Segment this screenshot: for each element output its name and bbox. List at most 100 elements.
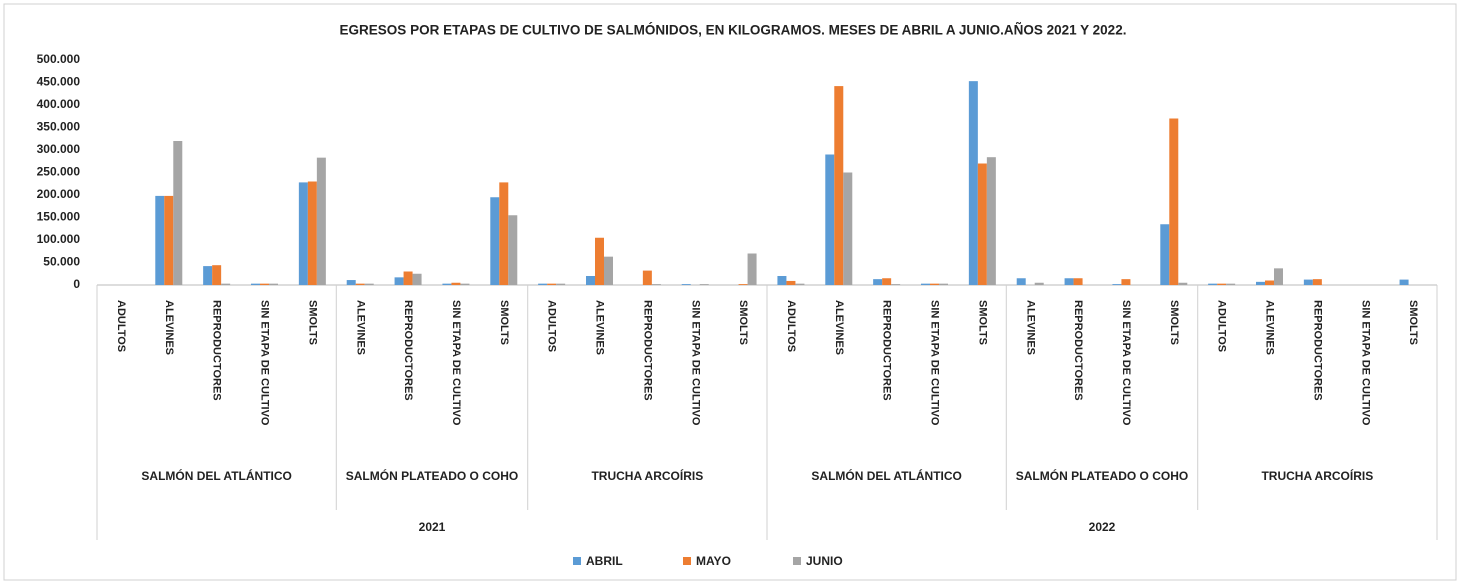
bar	[795, 283, 805, 285]
bar	[834, 86, 844, 285]
x-tick-label: SIN ETAPA DE CULTIVO	[1120, 300, 1132, 426]
group-label-box: SALMÓN DEL ATLÁNTICO	[141, 469, 292, 483]
bar	[1274, 268, 1283, 285]
bar	[1073, 278, 1083, 285]
x-tick-label: SIN ETAPA DE CULTIVO	[689, 300, 701, 426]
bar	[490, 197, 500, 285]
bar	[203, 266, 213, 285]
year-label: 2022	[1089, 520, 1116, 534]
bar	[777, 276, 787, 285]
bar	[977, 163, 987, 285]
group-label: TRUCHA ARCOÍRIS	[1261, 469, 1374, 483]
bar	[460, 283, 470, 285]
x-tick-label: SMOLTS	[1407, 300, 1419, 345]
bar	[316, 157, 326, 285]
bar	[681, 284, 691, 285]
y-tick-label: 250.000	[37, 165, 81, 179]
bar	[499, 182, 509, 285]
x-tick-label: SMOLTS	[498, 300, 510, 345]
bar	[1399, 279, 1409, 285]
bar	[1160, 224, 1170, 285]
group-label-box: TRUCHA ARCOÍRIS	[591, 469, 703, 483]
bar	[1226, 283, 1236, 285]
bar	[155, 195, 165, 285]
bar	[538, 283, 548, 285]
x-tick-label: SMOLTS	[976, 300, 988, 345]
bar	[442, 283, 452, 285]
x-tick-label: ADULTOS	[1216, 300, 1228, 352]
x-tick-label: REPRODUCTORES	[402, 300, 414, 401]
y-tick-label: 100.000	[37, 232, 81, 246]
group-label-box: SALMÓN PLATEADO O COHO	[345, 469, 519, 483]
bar	[939, 283, 948, 285]
bar	[891, 284, 901, 285]
bar	[642, 270, 652, 285]
bar	[164, 195, 174, 285]
x-tick-label: ALEVINES	[594, 300, 606, 355]
group-label: SALMÓN DEL ATLÁNTICO	[141, 469, 292, 483]
x-tick-label: SIN ETAPA DE CULTIVO	[450, 300, 462, 426]
y-tick-label: 500.000	[37, 52, 81, 66]
x-tick-label: REPRODUCTORES	[211, 300, 223, 401]
x-tick-label: ALEVINES	[354, 300, 366, 355]
bar	[825, 154, 835, 285]
x-tick-label: SIN ETAPA DE CULTIVO	[929, 300, 941, 426]
bar	[882, 278, 892, 285]
x-tick-label: SMOLTS	[306, 300, 318, 345]
bar	[930, 283, 939, 285]
bar	[508, 215, 518, 285]
group-label: SALMÓN PLATEADO O COHO	[345, 469, 519, 483]
bar	[1312, 279, 1322, 285]
bar	[1256, 281, 1265, 285]
bar	[547, 283, 557, 285]
x-tick-label: ADULTOS	[546, 300, 558, 352]
bar	[873, 279, 883, 285]
bar	[1112, 284, 1122, 285]
x-tick-label: ALEVINES	[163, 300, 175, 355]
bar	[986, 157, 996, 285]
bar	[412, 273, 422, 285]
group-label-box: SALMÓN DEL ATLÁNTICO	[811, 469, 961, 483]
y-tick-label: 50.000	[43, 255, 80, 269]
bar	[651, 284, 661, 285]
group-label-box: TRUCHA ARCOÍRIS	[1261, 469, 1374, 483]
x-tick-label: SMOLTS	[1168, 300, 1180, 345]
bar	[968, 81, 978, 286]
bar	[921, 283, 930, 285]
legend-label: ABRIL	[586, 554, 623, 568]
legend-swatch	[573, 557, 581, 565]
bar	[738, 284, 748, 285]
bar	[269, 283, 278, 285]
bar	[1016, 278, 1026, 285]
x-tick-label: ALEVINES	[833, 300, 845, 355]
x-tick-label: REPRODUCTORES	[1072, 300, 1084, 401]
bar	[451, 282, 461, 285]
chart-frame	[3, 3, 1457, 581]
bar	[346, 280, 356, 285]
y-tick-label: 350.000	[37, 120, 81, 134]
x-tick-label: ADULTOS	[785, 300, 797, 352]
y-tick-label: 0	[73, 277, 80, 291]
group-label: SALMÓN PLATEADO O COHO	[1015, 469, 1189, 483]
y-tick-label: 200.000	[37, 187, 81, 201]
x-tick-label: SIN ETAPA DE CULTIVO	[259, 300, 271, 426]
bar	[595, 237, 604, 285]
bar	[1169, 118, 1179, 285]
bar	[307, 181, 317, 285]
legend-label: JUNIO	[806, 554, 843, 568]
bar	[1034, 282, 1044, 285]
group-label-box: SALMÓN PLATEADO O COHO	[1015, 469, 1189, 483]
x-tick-label: REPRODUCTORES	[641, 300, 653, 401]
legend-swatch	[683, 557, 691, 565]
bar	[1217, 283, 1227, 285]
y-tick-label: 300.000	[37, 142, 81, 156]
x-tick-label: ALEVINES	[1264, 300, 1276, 355]
bar	[394, 277, 404, 285]
bar	[747, 253, 757, 285]
bar	[604, 256, 613, 285]
bar	[403, 271, 413, 285]
legend-label: MAYO	[696, 554, 731, 568]
y-tick-label: 400.000	[37, 97, 81, 111]
x-tick-label: SMOLTS	[737, 300, 749, 345]
